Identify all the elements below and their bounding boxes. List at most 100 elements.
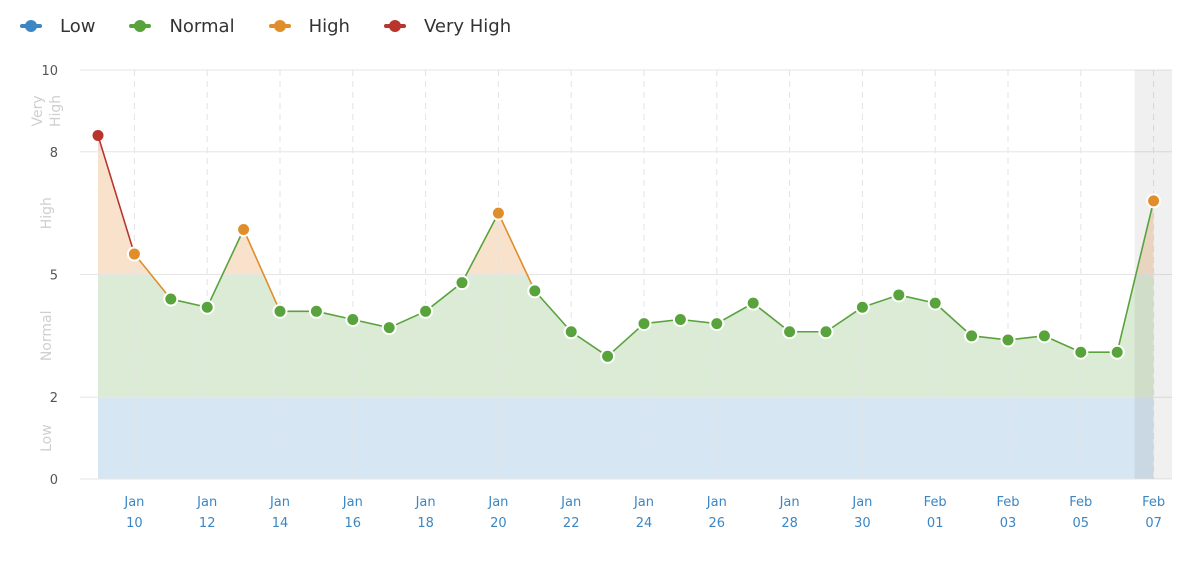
- series-line-segment: [133, 253, 172, 300]
- y-tick-label: 10: [41, 64, 58, 79]
- data-point: [1036, 328, 1052, 344]
- x-tick-label: Jan: [706, 495, 727, 510]
- data-point: [1146, 193, 1162, 209]
- y-tick-label: 2: [50, 391, 58, 406]
- legend-marker-normal-icon: [129, 19, 152, 33]
- data-point: [672, 311, 688, 327]
- data-point: [345, 311, 361, 327]
- data-point: [782, 324, 798, 340]
- data-point: [527, 283, 543, 299]
- data-point: [600, 348, 616, 364]
- x-tick-label: Feb: [1142, 495, 1165, 510]
- legend-label-high: High: [308, 15, 350, 37]
- x-tick-label: Jan: [123, 495, 144, 510]
- x-tick-label: 03: [1000, 516, 1017, 531]
- series-line-segment: [97, 135, 136, 255]
- x-tick-label: 18: [417, 516, 434, 531]
- x-tick-label: 20: [490, 516, 507, 531]
- band-fill-normal: [98, 274, 1154, 398]
- x-tick-label: Jan: [560, 495, 581, 510]
- data-point: [745, 295, 761, 311]
- data-point: [891, 287, 907, 303]
- x-tick-label: Jan: [196, 495, 217, 510]
- data-point: [381, 320, 397, 336]
- x-tick-label: Feb: [924, 495, 947, 510]
- data-point: [490, 205, 506, 221]
- data-point: [927, 295, 943, 311]
- band-fill-high: [98, 151, 1154, 275]
- x-tick-label: Feb: [996, 495, 1019, 510]
- series-line-segment: [752, 302, 791, 333]
- data-point: [126, 246, 142, 262]
- y-tick-label: 0: [50, 473, 58, 488]
- series-line-segment: [242, 229, 281, 312]
- x-tick-label: 22: [563, 516, 580, 531]
- legend-marker-high-icon: [268, 19, 291, 33]
- data-point: [636, 316, 652, 332]
- y-tick-label: 5: [50, 269, 58, 284]
- data-point: [709, 316, 725, 332]
- data-point: [163, 291, 179, 307]
- x-tick-label: Jan: [342, 495, 363, 510]
- legend-item-very-high[interactable]: Very High: [383, 15, 512, 37]
- legend-item-low[interactable]: Low: [20, 16, 95, 37]
- legend-marker-very-high-icon: [383, 19, 406, 33]
- x-tick-label: Jan: [269, 495, 290, 510]
- data-point: [308, 303, 324, 319]
- legend-label-very-high: Very High: [423, 15, 512, 37]
- legend-marker-low-icon: [20, 19, 42, 33]
- data-point: [92, 129, 104, 141]
- series-line-segment: [206, 229, 245, 308]
- x-tick-label: 30: [854, 516, 871, 531]
- data-point: [236, 222, 252, 238]
- data-point: [854, 299, 870, 315]
- x-tick-label: 14: [272, 516, 289, 531]
- series-line-segment: [607, 322, 645, 357]
- y-tick-label: 8: [50, 146, 58, 161]
- series-line-segment: [425, 282, 463, 312]
- band-label-very-high: High: [48, 95, 64, 127]
- band-label-low: Low: [39, 424, 55, 452]
- series-line-segment: [461, 212, 500, 284]
- x-tick-label: Feb: [1069, 495, 1092, 510]
- legend-item-high[interactable]: High: [268, 15, 350, 37]
- data-point: [454, 275, 470, 291]
- band-label-normal: Normal: [39, 311, 55, 362]
- data-point: [1000, 332, 1016, 348]
- highlight-column: [1134, 70, 1172, 479]
- x-tick-label: 28: [781, 516, 798, 531]
- x-tick-label: 05: [1073, 516, 1090, 531]
- x-tick-label: 26: [709, 516, 726, 531]
- series-line-segment: [534, 290, 572, 333]
- data-point: [418, 303, 434, 319]
- data-point: [563, 324, 579, 340]
- series-line-segment: [934, 302, 973, 337]
- data-point: [1073, 344, 1089, 360]
- legend-label-low: Low: [60, 15, 96, 37]
- band-label-high: High: [39, 197, 55, 229]
- legend-label-normal: Normal: [169, 15, 235, 37]
- band-label-very-high: Very: [30, 95, 46, 126]
- data-point: [818, 324, 834, 340]
- band-fill-low: [98, 397, 1154, 479]
- band-fill-very-high: [98, 135, 1154, 152]
- x-tick-label: 12: [199, 516, 216, 531]
- x-tick-label: Jan: [779, 495, 800, 510]
- series-line-segment: [1116, 200, 1155, 353]
- data-point: [964, 328, 980, 344]
- x-tick-label: Jan: [851, 495, 872, 510]
- x-tick-label: Jan: [415, 495, 436, 510]
- series-line-segment: [497, 212, 536, 292]
- x-tick-label: 24: [636, 516, 653, 531]
- data-point: [1109, 344, 1125, 360]
- x-tick-label: 16: [345, 516, 362, 531]
- x-tick-label: Jan: [633, 495, 654, 510]
- x-tick-label: 10: [126, 516, 143, 531]
- x-tick-label: Jan: [487, 495, 508, 510]
- chart-legend: Low Normal High Very High: [20, 12, 511, 40]
- data-point: [272, 303, 288, 319]
- legend-item-normal[interactable]: Normal: [129, 15, 235, 37]
- x-tick-label: 07: [1145, 516, 1162, 531]
- data-point: [199, 299, 215, 315]
